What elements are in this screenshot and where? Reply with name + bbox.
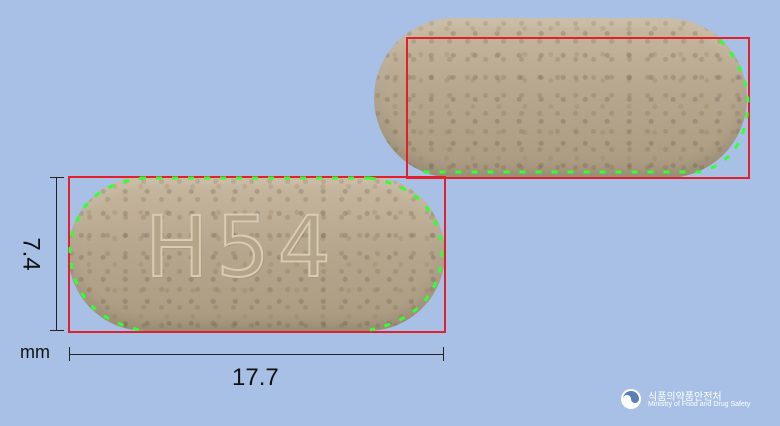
tablet-front-side [68,176,445,331]
height-tick-top [50,177,64,178]
height-dimension-line [56,177,57,331]
back-bounding-box [406,37,750,179]
width-value: 17.7 [232,364,279,391]
tablet-back-side [374,18,747,178]
mfds-logo-icon [621,389,641,409]
width-tick-right [443,347,444,361]
front-left-edge-marker [68,176,146,332]
watermark-english: Ministry of Food and Drug Safety [648,401,751,408]
front-right-edge-marker [369,176,444,332]
width-dimension-line [69,354,444,355]
height-value: 7.4 [17,237,45,271]
unit-label: mm [20,342,50,362]
watermark-korean: 식품의약품안전처 [648,392,722,403]
back-edge-marker [420,38,750,174]
height-tick-bottom [50,330,64,331]
tablet-imprint: H54 [144,198,340,296]
width-tick-left [69,347,70,361]
